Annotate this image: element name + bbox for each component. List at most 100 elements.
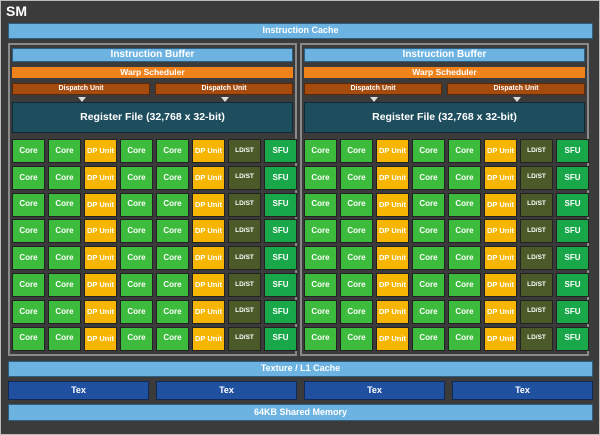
core-unit: Core [412,299,445,324]
core-unit: Core [304,192,337,217]
dispatch-unit: Dispatch Unit [12,83,150,95]
warp-scheduler: Warp Scheduler [304,67,585,78]
warp-scheduler: Warp Scheduler [12,67,293,78]
processing-block-left: Instruction Buffer Warp Scheduler Dispatch… [8,43,297,356]
tex-unit: Tex [8,381,149,400]
dp-unit: DP Unit [484,246,517,271]
dispatch-unit: Dispatch Unit [155,83,293,95]
ldst-unit: LD/ST [520,165,553,190]
arrow-down-icon [78,97,86,102]
core-unit: Core [156,165,189,190]
sfu-unit: SFU [556,326,589,351]
core-unit: Core [448,273,481,297]
core-unit: Core [340,165,373,190]
sfu-unit: SFU [556,219,589,244]
sfu-unit: SFU [264,219,297,244]
dp-unit: DP Unit [84,299,117,324]
core-unit: Core [120,299,153,324]
core-unit: Core [448,165,481,190]
ldst-unit: LD/ST [520,246,553,271]
core-unit: Core [412,326,445,351]
ldst-unit: LD/ST [520,326,553,351]
core-unit: Core [48,165,81,190]
core-unit: Core [156,219,189,244]
core-unit: Core [340,139,373,163]
sfu-unit: SFU [264,165,297,190]
core-unit: Core [120,273,153,297]
instruction-cache: Instruction Cache [8,23,593,39]
tex-unit: Tex [156,381,297,400]
core-unit: Core [120,165,153,190]
core-unit: Core [48,192,81,217]
ldst-unit: LD/ST [520,139,553,163]
dp-unit: DP Unit [192,299,225,324]
core-unit: Core [340,326,373,351]
dp-unit: DP Unit [192,165,225,190]
dp-unit: DP Unit [84,165,117,190]
core-unit: Core [48,246,81,271]
ldst-unit: LD/ST [520,192,553,217]
dp-unit: DP Unit [376,273,409,297]
ldst-unit: LD/ST [228,299,261,324]
core-unit: Core [156,326,189,351]
core-unit: Core [340,192,373,217]
sfu-unit: SFU [556,139,589,163]
core-unit: Core [412,219,445,244]
core-unit: Core [448,299,481,324]
register-file: Register File (32,768 x 32-bit) [304,102,585,133]
core-unit: Core [12,165,45,190]
sm-title: SM [6,3,27,19]
core-unit: Core [412,246,445,271]
dp-unit: DP Unit [192,326,225,351]
ldst-unit: LD/ST [228,273,261,297]
dp-unit: DP Unit [376,246,409,271]
ldst-unit: LD/ST [228,246,261,271]
core-unit: Core [48,326,81,351]
core-unit: Core [412,192,445,217]
sfu-unit: SFU [264,273,297,297]
dp-unit: DP Unit [376,326,409,351]
core-unit: Core [448,192,481,217]
dp-unit: DP Unit [484,139,517,163]
texture-l1-cache: Texture / L1 Cache [8,361,593,377]
core-unit: Core [48,299,81,324]
core-unit: Core [304,273,337,297]
arrow-down-icon [221,97,229,102]
ldst-unit: LD/ST [228,192,261,217]
dispatch-unit: Dispatch Unit [447,83,585,95]
core-unit: Core [412,273,445,297]
core-unit: Core [12,299,45,324]
sfu-unit: SFU [264,299,297,324]
core-unit: Core [304,139,337,163]
sfu-unit: SFU [556,192,589,217]
core-unit: Core [448,326,481,351]
core-unit: Core [412,139,445,163]
core-unit: Core [304,326,337,351]
core-unit: Core [448,139,481,163]
dp-unit: DP Unit [376,219,409,244]
core-unit: Core [156,246,189,271]
dispatch-unit: Dispatch Unit [304,83,442,95]
dp-unit: DP Unit [484,273,517,297]
core-unit: Core [340,246,373,271]
sfu-unit: SFU [264,246,297,271]
instruction-buffer: Instruction Buffer [304,48,585,62]
core-unit: Core [340,299,373,324]
core-unit: Core [120,246,153,271]
dp-unit: DP Unit [192,192,225,217]
dp-unit: DP Unit [84,192,117,217]
dp-unit: DP Unit [84,273,117,297]
dp-unit: DP Unit [84,246,117,271]
sfu-unit: SFU [264,326,297,351]
core-unit: Core [48,219,81,244]
processing-block-right: Instruction Buffer Warp Scheduler Dispatch… [300,43,589,356]
tex-unit: Tex [452,381,593,400]
dp-unit: DP Unit [192,246,225,271]
ldst-unit: LD/ST [520,299,553,324]
core-unit: Core [412,165,445,190]
register-file: Register File (32,768 x 32-bit) [12,102,293,133]
tex-unit: Tex [304,381,445,400]
core-unit: Core [12,273,45,297]
core-unit: Core [12,219,45,244]
